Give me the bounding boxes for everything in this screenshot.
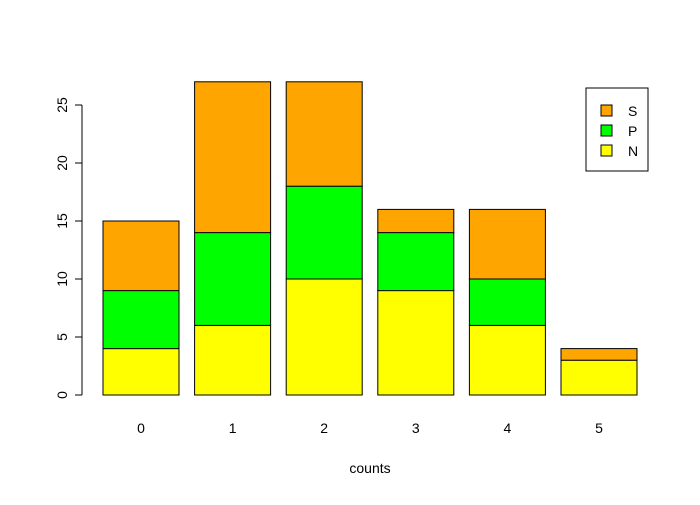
- x-tick-label: 3: [412, 420, 420, 436]
- y-tick-label: 10: [54, 271, 70, 287]
- x-axis-label: counts: [349, 460, 390, 476]
- legend-swatch-P: [600, 124, 613, 137]
- bar-3-S: [377, 208, 455, 234]
- bar-2-P: [285, 185, 363, 280]
- y-tick-label: 25: [54, 97, 70, 113]
- x-tick-label: 4: [504, 420, 512, 436]
- y-tick-label: 15: [54, 213, 70, 229]
- bar-2-S: [285, 81, 363, 187]
- bar-5-N: [560, 359, 638, 396]
- legend-box: [585, 87, 649, 172]
- y-tick-label: 0: [54, 391, 70, 399]
- bar-0-P: [102, 290, 180, 350]
- bar-1-N: [194, 324, 272, 396]
- bar-3-N: [377, 290, 455, 396]
- x-tick-label: 1: [229, 420, 237, 436]
- bar-2-N: [285, 278, 363, 396]
- y-tick-label: 5: [54, 333, 70, 341]
- bar-0-N: [102, 348, 180, 396]
- bar-5-S: [560, 348, 638, 361]
- legend-label-P: P: [628, 123, 637, 139]
- x-tick-label: 0: [137, 420, 145, 436]
- legend: SPN: [585, 87, 649, 172]
- bars-group: [102, 81, 638, 396]
- x-tick-label: 5: [595, 420, 603, 436]
- x-tick-labels: 0 1 2 3 4 5: [137, 420, 603, 436]
- bar-0-S: [102, 220, 180, 292]
- bar-1-S: [194, 81, 272, 234]
- legend-swatch-S: [600, 104, 613, 117]
- bar-1-P: [194, 232, 272, 326]
- bar-4-S: [468, 208, 546, 280]
- bar-3-P: [377, 232, 455, 292]
- bar-4-P: [468, 278, 546, 326]
- legend-swatch-N: [600, 144, 613, 157]
- x-tick-label: 2: [320, 420, 328, 436]
- y-axis: 0 5 10 15 20 25: [54, 97, 83, 399]
- legend-label-S: S: [628, 103, 637, 119]
- y-tick-label: 20: [54, 155, 70, 171]
- legend-label-N: N: [628, 143, 638, 159]
- bar-4-N: [468, 324, 546, 396]
